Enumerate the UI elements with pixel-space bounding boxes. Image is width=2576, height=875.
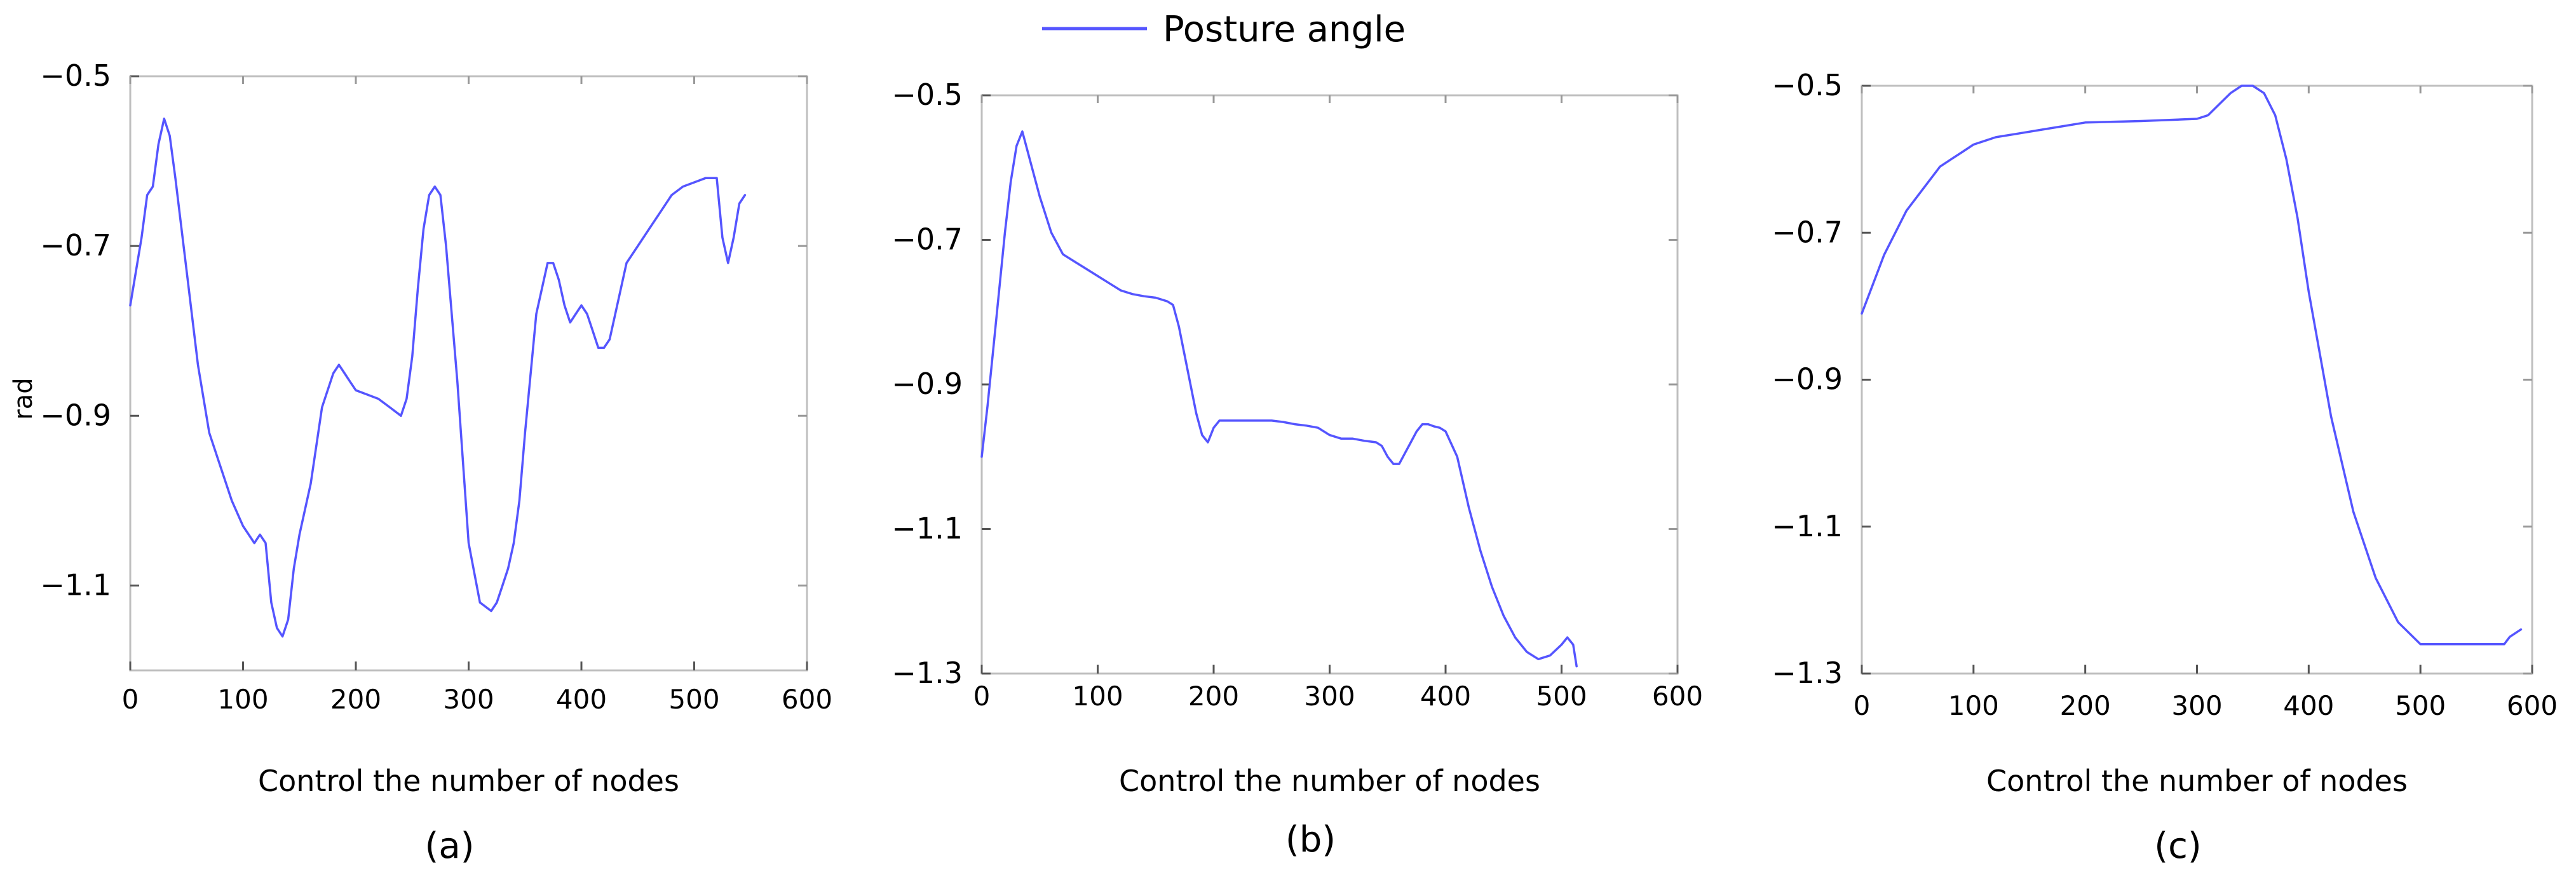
x-tick-label: 400 (2283, 690, 2334, 721)
x-axis-label: Control the number of nodes (1119, 764, 1540, 798)
x-tick-label: 500 (2395, 690, 2446, 721)
panel-label: (c) (2154, 825, 2201, 867)
chart-panel-c: 0 100 200 300 400 500 600 −0.5 −0.7 −0.9 −1.1 −1.3 C… (1772, 68, 2558, 867)
series-line-posture-angle (1861, 85, 2523, 646)
x-tick-label: 200 (2060, 690, 2111, 721)
x-tick-label: 0 (122, 684, 139, 715)
x-tick-label: 600 (782, 684, 832, 715)
y-tick-label: −0.9 (40, 398, 111, 432)
x-tick-label: 500 (668, 684, 719, 715)
legend: Posture angle (1042, 9, 1406, 50)
y-tick-label: −0.7 (891, 222, 963, 257)
x-tick-label: 200 (1188, 681, 1239, 712)
x-axis-label: Control the number of nodes (1986, 764, 2408, 798)
chart-panel-a: 0 100 200 300 400 500 600 −0.5 −0.7 −0.9 −1.1 Contr… (9, 58, 832, 867)
x-axis-label: Control the number of nodes (258, 764, 679, 798)
y-tick-label: −1.1 (40, 567, 111, 602)
plot-area-frame (1861, 85, 2533, 675)
y-tick-label: −1.3 (1772, 656, 1843, 690)
x-tick-label: 100 (217, 684, 268, 715)
y-tick-label: −0.7 (40, 228, 111, 262)
y-tick-label: −0.7 (1772, 215, 1843, 249)
y-tick-label: −1.1 (1772, 509, 1843, 543)
x-tick-label: 400 (556, 684, 607, 715)
x-tick-label: 300 (2171, 690, 2222, 721)
y-tick-label: −0.9 (891, 367, 963, 401)
chart-panel-b: 0 100 200 300 400 500 600 −0.5 −0.7 −0.9 −1.1 −1.3 C… (891, 78, 1703, 860)
x-tick-label: 600 (1652, 681, 1703, 712)
y-axis-label: rad (9, 377, 38, 419)
x-tick-label: 400 (1420, 681, 1471, 712)
y-tick-label: −0.5 (1772, 68, 1843, 102)
x-tick-label: 0 (973, 681, 991, 712)
legend-label-posture-angle: Posture angle (1163, 9, 1406, 50)
panel-label: (b) (1285, 819, 1336, 860)
y-tick-label: −0.5 (891, 78, 963, 112)
x-tick-label: 600 (2507, 690, 2558, 721)
x-tick-label: 100 (1948, 690, 1999, 721)
x-tick-label: 0 (1854, 690, 1871, 721)
y-tick-label: −0.5 (40, 58, 111, 93)
x-tick-label: 500 (1536, 681, 1587, 712)
x-tick-label: 100 (1072, 681, 1123, 712)
plot-area-frame (980, 94, 1679, 675)
y-tick-label: −1.3 (891, 656, 963, 690)
y-tick-label: −1.1 (891, 512, 963, 546)
panel-label: (a) (424, 825, 474, 867)
x-tick-label: 300 (1304, 681, 1355, 712)
series-line-posture-angle (129, 118, 747, 638)
plot-area-frame (129, 75, 808, 672)
series-line-posture-angle (980, 130, 1578, 668)
x-tick-label: 300 (443, 684, 494, 715)
y-tick-label: −0.9 (1772, 362, 1843, 397)
x-tick-label: 200 (330, 684, 381, 715)
